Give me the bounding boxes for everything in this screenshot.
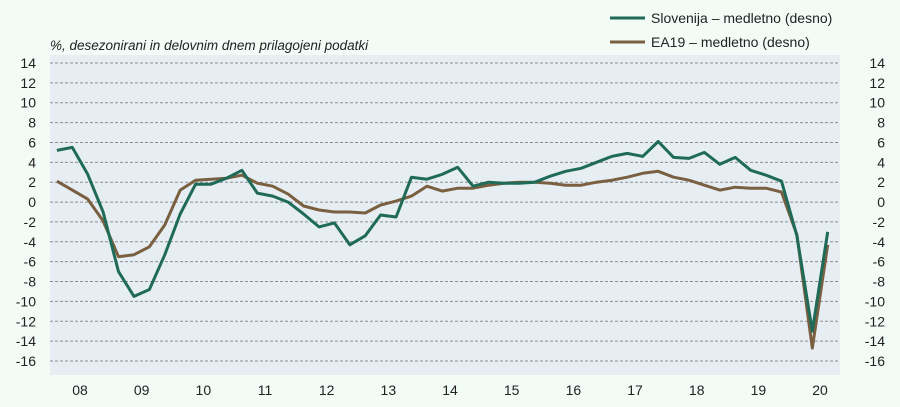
y-tick-label-left: 14: [20, 55, 36, 71]
legend-label-ea19: EA19 – medletno (desno): [651, 34, 810, 50]
y-tick-label-right: 2: [877, 174, 885, 190]
y-tick-label-right: -4: [873, 234, 886, 250]
y-tick-label-left: -12: [16, 313, 36, 329]
y-tick-label-right: -12: [865, 313, 885, 329]
series-line-slovenija: [56, 140, 830, 333]
subtitle: %, desezonirani in delovnim dnem prilago…: [50, 38, 369, 53]
y-tick-label-left: 0: [28, 194, 36, 210]
y-tick-label-left: 6: [28, 134, 36, 150]
y-tick-label-right: 12: [869, 75, 885, 91]
y-tick-label-right: -6: [873, 254, 886, 270]
y-tick-label-right: 6: [877, 134, 885, 150]
y-tick-label-right: 4: [877, 154, 885, 170]
y-tick-label-left: -8: [24, 274, 37, 290]
x-tick-label: 14: [442, 382, 458, 398]
x-tick-label: 15: [504, 382, 520, 398]
y-tick-label-left: 10: [20, 95, 36, 111]
y-tick-label-right: 8: [877, 115, 885, 131]
y-tick-label-right: -10: [865, 293, 885, 309]
y-tick-label-left: -2: [24, 214, 37, 230]
y-tick-label-right: 14: [869, 55, 885, 71]
legend: Slovenija – medletno (desno) EA19 – medl…: [610, 10, 832, 50]
y-tick-label-right: 0: [877, 194, 885, 210]
x-tick-label: 17: [627, 382, 643, 398]
y-tick-label-left: -6: [24, 254, 37, 270]
y-tick-label-right: -16: [865, 353, 885, 369]
y-tick-label-left: 2: [28, 174, 36, 190]
y-tick-label-right: -14: [865, 333, 885, 349]
y-tick-label-left: -14: [16, 333, 36, 349]
y-tick-label-left: -16: [16, 353, 36, 369]
x-tick-label: 16: [566, 382, 582, 398]
y-tick-label-right: -2: [873, 214, 886, 230]
legend-label-slovenija: Slovenija – medletno (desno): [651, 10, 832, 26]
x-tick-label: 11: [258, 382, 273, 398]
x-tick-label: 20: [812, 382, 828, 398]
x-tick-label: 10: [196, 382, 212, 398]
x-tick-label: 19: [751, 382, 767, 398]
y-tick-label-left: 4: [28, 154, 36, 170]
x-tick-label: 13: [381, 382, 397, 398]
x-tick-label: 12: [319, 382, 335, 398]
y-tick-label-left: 8: [28, 115, 36, 131]
y-tick-label-left: -4: [24, 234, 37, 250]
y-tick-label-left: 12: [20, 75, 36, 91]
x-tick-label: 08: [72, 382, 88, 398]
y-tick-label-left: -10: [16, 293, 36, 309]
x-tick-label: 18: [689, 382, 705, 398]
y-tick-label-right: 10: [869, 95, 885, 111]
y-tick-label-right: -8: [873, 274, 886, 290]
x-tick-label: 09: [134, 382, 150, 398]
series-line-ea19: [56, 169, 830, 350]
